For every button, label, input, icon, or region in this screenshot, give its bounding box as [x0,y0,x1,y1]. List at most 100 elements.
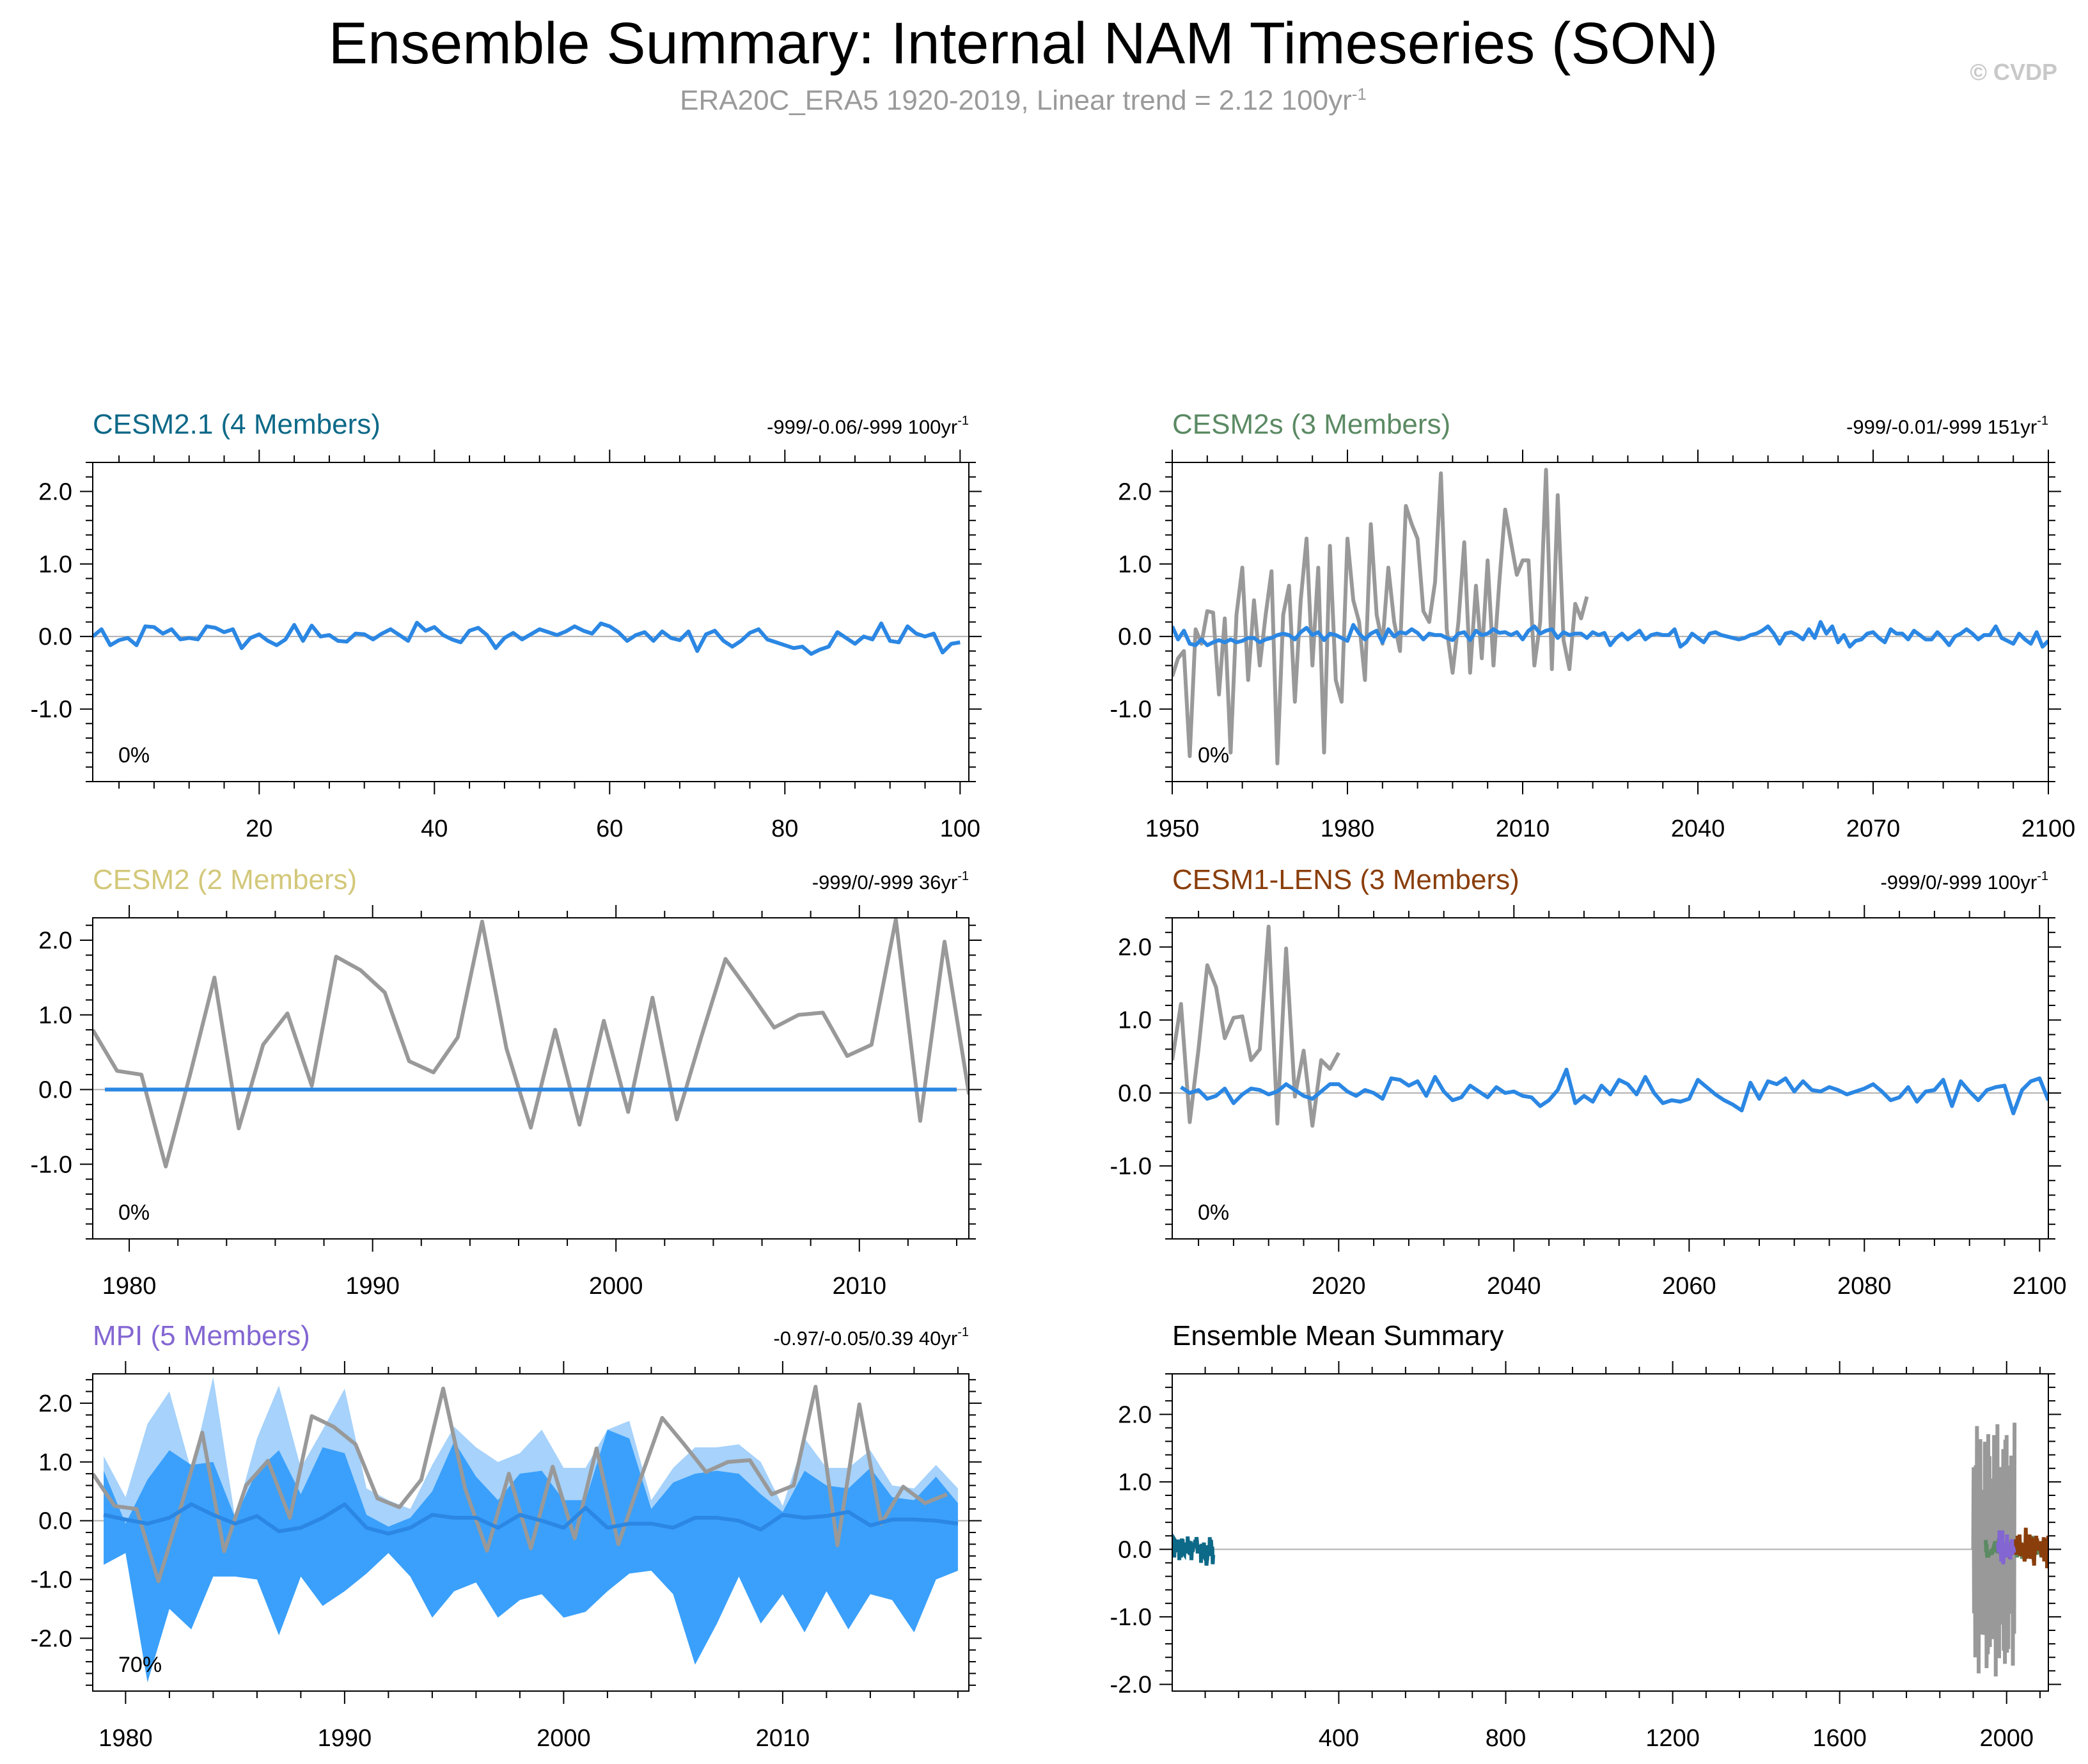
panel-cesm21: -1.0 0.0 1.0 2.0 20 40 60 80 100 CESM2.1 (4 Membe… [31,409,982,842]
x-tick-label: 800 [1486,1725,1526,1752]
x-tick-label: 2070 [1846,815,1901,842]
x-tick-label: 2040 [1671,815,1725,842]
x-tick-label: 1980 [1321,815,1375,842]
panel-cesm2s: -1.0 0.0 1.0 2.0 1950 1980 2010 2040 2070 2100 CES… [1110,409,2076,842]
y-tick-label: -1.0 [31,1566,72,1593]
panel-trend: -999/0/-999 100yr-1 [1880,869,2048,894]
plot-frame [92,917,969,1240]
panel-cesm2: -1.0 0.0 1.0 2.0 1980 1990 2000 2010 CESM2 (2 Me… [31,864,982,1300]
percent-label: 0% [1198,743,1229,768]
panel-mpi: -2.0 -1.0 0.0 1.0 2.0 1980 1990 2000 2010 MPI (5 … [31,1320,982,1752]
x-tick-label: 400 [1319,1725,1359,1752]
x-tick-label: 2010 [756,1725,810,1752]
summary-series-cesm2-1 [1172,1533,1216,1566]
x-tick-label: 40 [421,815,448,842]
panel-trend: -999/-0.01/-999 151yr-1 [1846,414,2048,438]
percent-label: 0% [118,743,150,768]
panel-title: CESM2 (2 Members) [93,864,357,895]
trend-value: -0.97/-0.05/0.39 40yr [773,1327,957,1350]
figure-title: Ensemble Summary: Internal NAM Timeserie… [328,11,1718,76]
y-tick-label: 2.0 [1118,1401,1152,1428]
y-tick-label: -1.0 [31,1151,72,1178]
x-tick-label: 1990 [345,1273,400,1300]
x-tick-label: 1200 [1645,1725,1700,1752]
panel-title: CESM2.1 (4 Members) [93,409,381,440]
y-tick-label: 0.0 [1118,1536,1152,1563]
x-tick-label: 60 [596,815,623,842]
copyright-label: © CVDP [1970,59,2057,85]
y-tick-label: 2.0 [1118,478,1152,505]
x-tick-label: 2000 [537,1725,591,1752]
y-tick-label: 1.0 [1118,1007,1152,1034]
y-tick-label: 2.0 [38,478,72,505]
plot-frame [1172,462,2049,782]
x-tick-label: 2040 [1487,1273,1541,1300]
x-tick-label: 1950 [1145,815,1200,842]
plot-frame [1172,917,2049,1240]
panel-title: CESM2s (3 Members) [1172,409,1450,440]
panel-summary: -2.0 -1.0 0.0 1.0 2.0 400 800 1200 1600 2000 Ensem… [1110,1320,2061,1752]
x-tick-label: 2020 [1312,1273,1366,1300]
panel-title: Ensemble Mean Summary [1172,1320,1503,1351]
panel-trend: -999/-0.06/-999 100yr-1 [767,414,969,438]
y-tick-label: -1.0 [31,697,72,723]
y-tick-label: 1.0 [1118,1469,1152,1496]
y-tick-label: -2.0 [31,1625,72,1652]
y-tick-label: -1.0 [1110,1604,1152,1631]
trend-value: -999/0/-999 36yr [812,871,957,894]
y-tick-label: 2.0 [38,1390,72,1417]
y-tick-label: 1.0 [38,1002,72,1029]
trend-value: -999/-0.01/-999 151yr [1846,416,2037,438]
ensemble-mean-line [1172,620,2048,649]
plot-frame [1172,1373,2049,1692]
panel-title: CESM1-LENS (3 Members) [1172,864,1519,895]
plot-area [93,620,969,656]
observations-line [93,918,969,1169]
panel-trend: -0.97/-0.05/0.39 40yr-1 [773,1325,969,1350]
x-tick-label: 1600 [1812,1725,1867,1752]
ensemble-mean-line [103,1502,959,1536]
y-tick-label: 0.0 [38,624,72,650]
x-tick-label: 2100 [2013,1273,2067,1300]
y-tick-label: 2.0 [1118,934,1152,961]
plot-area [1172,924,2048,1128]
observations-line [1172,924,1340,1128]
trend-superscript: -1 [2037,414,2048,428]
summary-series-mpi [1996,1530,2016,1564]
y-tick-label: -1.0 [1110,1153,1152,1180]
observations-line [93,1385,948,1584]
ensemble-mean-line [93,620,961,656]
trend-superscript: -1 [957,1325,969,1339]
x-tick-label: 2010 [1496,815,1550,842]
y-tick-label: 0.0 [1118,624,1152,650]
panel-trend: -999/0/-999 36yr-1 [812,869,969,894]
subtitle-text: ERA20C_ERA5 1920-2019, Linear trend = 2.… [680,84,1352,116]
plot-frame [92,462,969,782]
percent-label: 0% [118,1201,150,1225]
panel-title: MPI (5 Members) [93,1320,310,1351]
y-tick-label: -1.0 [1110,697,1152,723]
y-tick-label: 0.0 [38,1077,72,1104]
panel-cesm1: -1.0 0.0 1.0 2.0 2020 2040 2060 2080 2100 CESM1-L… [1110,864,2067,1300]
x-tick-label: 2010 [832,1273,886,1300]
observations-line [1172,468,1589,766]
trend-superscript: -1 [957,869,969,883]
trend-superscript: -1 [2037,869,2048,883]
x-tick-label: 1980 [98,1725,153,1752]
plot-area [1172,468,2048,766]
plot-area [93,918,969,1169]
x-tick-label: 100 [940,815,980,842]
plot-area [1172,1422,2048,1677]
x-tick-label: 1990 [318,1725,372,1752]
y-tick-label: 0.0 [1118,1080,1152,1107]
x-tick-label: 80 [771,815,798,842]
x-tick-label: 20 [246,815,272,842]
y-tick-label: -2.0 [1110,1671,1152,1698]
summary-series-cesm1-lens [2006,1527,2048,1568]
y-tick-label: 1.0 [38,1449,72,1476]
x-tick-label: 2100 [2021,815,2076,842]
y-tick-label: 0.0 [38,1508,72,1535]
subtitle-superscript: -1 [1351,84,1367,104]
figure-subtitle: ERA20C_ERA5 1920-2019, Linear trend = 2.… [0,84,2046,117]
